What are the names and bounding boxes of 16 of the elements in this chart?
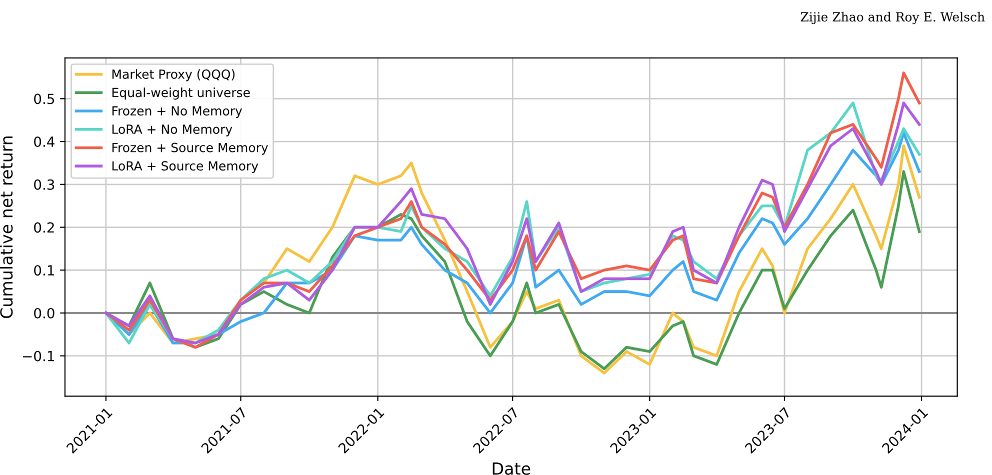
y-tick-label: 0.5 [34,94,54,104]
legend-label: Equal-weight universe [112,88,250,100]
y-tick-label: 0.4 [34,136,54,148]
legend-label: LoRA + No Memory [112,124,232,136]
y-tick-label: 0.1 [34,265,54,276]
text: Zijie Zhao and Roy E. Welsch [800,12,985,24]
y-axis-title: Cumulative net return [0,136,13,318]
x-axis-title: Date [492,462,530,475]
legend-label: Market Proxy (QQQ) [112,69,235,82]
y-tick-label: 0.2 [34,222,54,233]
y-tick-label: −0.1 [23,350,54,362]
y-tick-label: 0.3 [34,179,54,190]
legend-label: Frozen + No Memory [112,106,242,118]
legend-label: LoRA + Source Memory [112,161,258,174]
legend-label: Frozen + Source Memory [112,142,268,155]
y-tick-label: 0.0 [34,308,54,318]
